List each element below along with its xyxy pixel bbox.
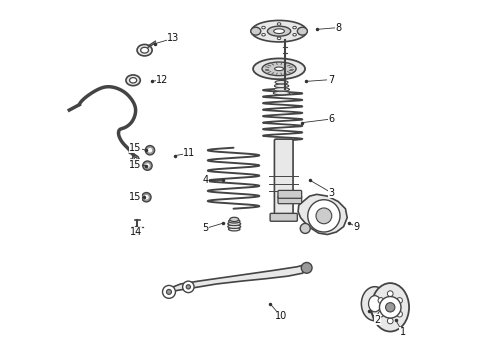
Ellipse shape bbox=[251, 27, 261, 35]
Ellipse shape bbox=[268, 26, 291, 36]
Text: 6: 6 bbox=[328, 114, 334, 124]
Ellipse shape bbox=[371, 283, 409, 332]
Ellipse shape bbox=[137, 44, 152, 56]
Ellipse shape bbox=[274, 67, 284, 71]
Ellipse shape bbox=[228, 222, 241, 226]
Ellipse shape bbox=[273, 91, 290, 95]
Text: 13: 13 bbox=[167, 33, 179, 43]
Text: 5: 5 bbox=[202, 224, 209, 233]
FancyBboxPatch shape bbox=[274, 139, 293, 217]
FancyBboxPatch shape bbox=[270, 213, 297, 221]
Text: 10: 10 bbox=[275, 311, 287, 321]
Ellipse shape bbox=[368, 296, 381, 312]
Ellipse shape bbox=[277, 37, 281, 40]
Ellipse shape bbox=[230, 217, 239, 222]
Ellipse shape bbox=[253, 58, 305, 79]
Ellipse shape bbox=[293, 26, 296, 29]
Circle shape bbox=[146, 164, 149, 167]
Ellipse shape bbox=[228, 225, 241, 228]
Circle shape bbox=[308, 200, 340, 232]
Circle shape bbox=[397, 298, 402, 303]
Ellipse shape bbox=[262, 62, 296, 76]
Ellipse shape bbox=[274, 29, 285, 33]
Ellipse shape bbox=[228, 227, 240, 231]
Ellipse shape bbox=[297, 27, 307, 35]
FancyBboxPatch shape bbox=[278, 190, 302, 198]
Circle shape bbox=[388, 291, 393, 297]
Text: 15: 15 bbox=[129, 143, 142, 153]
Text: 15: 15 bbox=[129, 159, 142, 170]
Ellipse shape bbox=[251, 21, 307, 42]
Circle shape bbox=[146, 145, 155, 155]
Circle shape bbox=[378, 311, 384, 317]
Text: 11: 11 bbox=[183, 148, 196, 158]
Circle shape bbox=[163, 285, 175, 298]
Text: 4: 4 bbox=[202, 175, 209, 185]
Text: 3: 3 bbox=[328, 188, 334, 198]
Circle shape bbox=[316, 208, 332, 224]
Ellipse shape bbox=[132, 156, 139, 161]
Ellipse shape bbox=[134, 157, 137, 159]
Circle shape bbox=[148, 148, 152, 152]
Circle shape bbox=[379, 297, 401, 318]
Text: 8: 8 bbox=[335, 23, 342, 33]
Circle shape bbox=[145, 195, 148, 199]
Ellipse shape bbox=[262, 26, 265, 29]
Ellipse shape bbox=[141, 47, 148, 53]
Text: 7: 7 bbox=[328, 75, 334, 85]
Circle shape bbox=[386, 303, 395, 312]
Ellipse shape bbox=[129, 78, 137, 83]
Text: 1: 1 bbox=[400, 327, 406, 337]
Text: 14: 14 bbox=[129, 227, 142, 237]
Circle shape bbox=[388, 318, 393, 324]
Circle shape bbox=[167, 289, 172, 294]
Ellipse shape bbox=[274, 87, 290, 91]
Circle shape bbox=[143, 161, 152, 170]
Ellipse shape bbox=[277, 23, 281, 25]
Ellipse shape bbox=[293, 33, 296, 36]
Circle shape bbox=[142, 193, 151, 202]
Circle shape bbox=[300, 224, 310, 233]
Circle shape bbox=[301, 262, 312, 273]
Ellipse shape bbox=[275, 81, 288, 84]
Circle shape bbox=[378, 298, 384, 303]
Ellipse shape bbox=[361, 287, 388, 321]
Ellipse shape bbox=[274, 84, 289, 87]
Text: 2: 2 bbox=[374, 315, 381, 325]
Text: 9: 9 bbox=[353, 222, 359, 231]
Polygon shape bbox=[298, 194, 347, 234]
FancyBboxPatch shape bbox=[278, 196, 302, 204]
Text: 15: 15 bbox=[129, 192, 142, 202]
Ellipse shape bbox=[262, 33, 265, 36]
Circle shape bbox=[183, 281, 194, 293]
Ellipse shape bbox=[228, 220, 240, 223]
Circle shape bbox=[397, 311, 402, 317]
Polygon shape bbox=[166, 264, 309, 295]
Circle shape bbox=[186, 285, 191, 289]
Ellipse shape bbox=[126, 75, 140, 86]
Text: 12: 12 bbox=[156, 75, 169, 85]
